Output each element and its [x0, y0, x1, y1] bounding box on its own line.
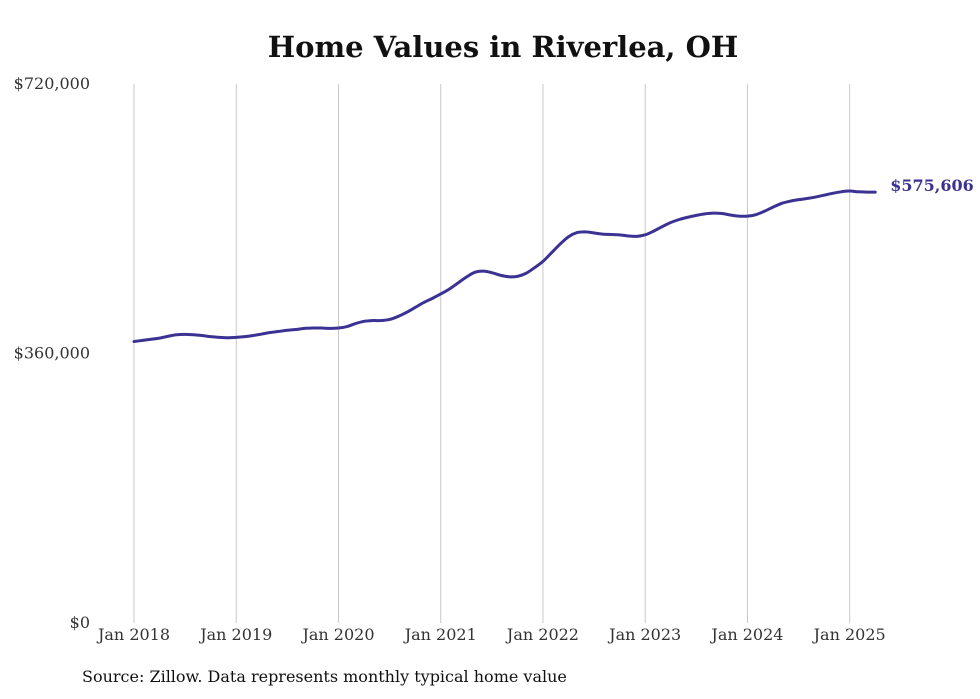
x-tick-label: Jan 2025 [812, 625, 886, 644]
x-tick-label: Jan 2022 [505, 625, 579, 644]
y-tick-label: $720,000 [14, 74, 90, 93]
grid-lines [133, 84, 851, 623]
y-axis-tick-labels: $0 $360,000 $720,000 [14, 74, 90, 632]
y-tick-label: $360,000 [14, 344, 90, 363]
x-tick-label: Jan 2020 [300, 625, 374, 644]
x-tick-label: Jan 2021 [403, 625, 477, 644]
x-tick-label: Jan 2024 [709, 625, 783, 644]
latest-value-label: $575,606 [890, 176, 974, 195]
x-axis-tick-labels: Jan 2018 Jan 2019 Jan 2020 Jan 2021 Jan 2022… [96, 625, 886, 644]
x-tick-label: Jan 2019 [198, 625, 272, 644]
home-value-line [132, 189, 877, 344]
chart-title: Home Values in Riverlea, OH [267, 30, 739, 64]
y-tick-label: $0 [70, 613, 90, 632]
line-chart: $0$360,000$720,000 Jan 2018 Jan 2019 Jan 2… [14, 74, 974, 644]
source-note: Source: Zillow. Data represents monthly … [82, 667, 567, 686]
x-tick-label: Jan 2018 [96, 625, 170, 644]
x-tick-label: Jan 2023 [607, 625, 681, 644]
